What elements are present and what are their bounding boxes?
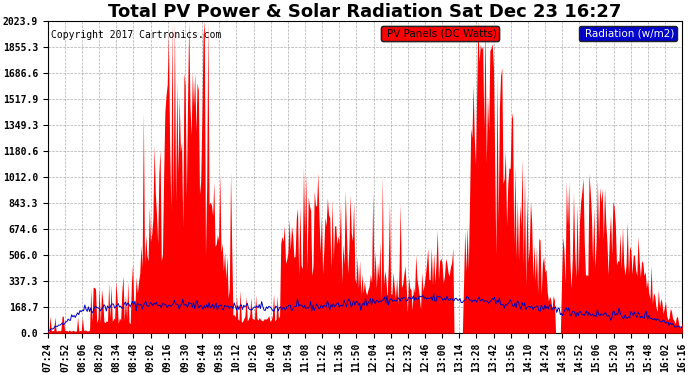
Text: Copyright 2017 Cartronics.com: Copyright 2017 Cartronics.com xyxy=(51,30,221,40)
Legend: PV Panels (DC Watts): PV Panels (DC Watts) xyxy=(381,26,500,41)
Title: Total PV Power & Solar Radiation Sat Dec 23 16:27: Total PV Power & Solar Radiation Sat Dec… xyxy=(108,3,622,21)
